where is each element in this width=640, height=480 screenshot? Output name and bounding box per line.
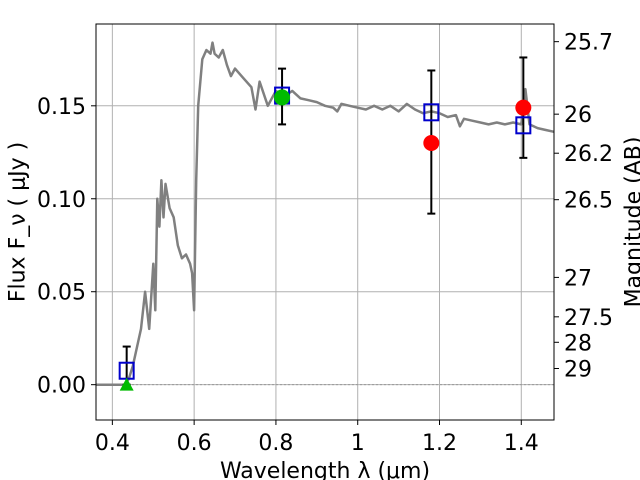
right-tick-label: 28 — [564, 331, 592, 356]
y-tick-label: 0.05 — [37, 281, 86, 306]
y-axis-label-right: Magnitude (AB) — [622, 137, 640, 308]
observed-point-red — [423, 134, 440, 151]
model-photometry-square — [423, 103, 440, 122]
x-tick-label: 0.6 — [177, 431, 212, 456]
y-axis-label-left: Flux F_ν ( μJy ) — [6, 142, 31, 302]
plot-area — [96, 41, 555, 391]
right-tick-label: 27.5 — [564, 306, 613, 331]
x-tick-label: 1.4 — [504, 431, 539, 456]
x-axis-label: Wavelength λ (μm) — [220, 459, 430, 480]
x-tick-label: 0.8 — [258, 431, 293, 456]
y-tick-label: 0.10 — [37, 188, 86, 213]
y-tick-label: 0.15 — [37, 95, 86, 120]
x-tick-label: 1.2 — [422, 431, 457, 456]
plot-frame — [95, 23, 555, 421]
right-tick-label: 25.7 — [564, 31, 613, 56]
right-tick-label: 29 — [564, 358, 592, 383]
observed-point-red — [515, 99, 532, 116]
axes-ticks: 0.4 0.6 0.8 1 1.2 1.4 0.00 0.05 0.10 0.15 25.7 26 26… — [37, 31, 613, 456]
right-tick-label: 26.5 — [564, 189, 613, 214]
model-photometry-square — [515, 116, 532, 135]
grid — [96, 24, 554, 420]
x-tick-label: 1 — [351, 431, 365, 456]
observed-point-green — [274, 89, 291, 106]
y-tick-label: 0.00 — [37, 374, 86, 399]
right-tick-label: 27 — [564, 266, 592, 291]
x-tick-label: 0.4 — [95, 431, 130, 456]
model-spectrum-line — [96, 41, 555, 386]
observed-point-green-triangle — [119, 377, 134, 391]
right-tick-label: 26 — [564, 103, 592, 128]
right-tick-label: 26.2 — [564, 142, 613, 167]
